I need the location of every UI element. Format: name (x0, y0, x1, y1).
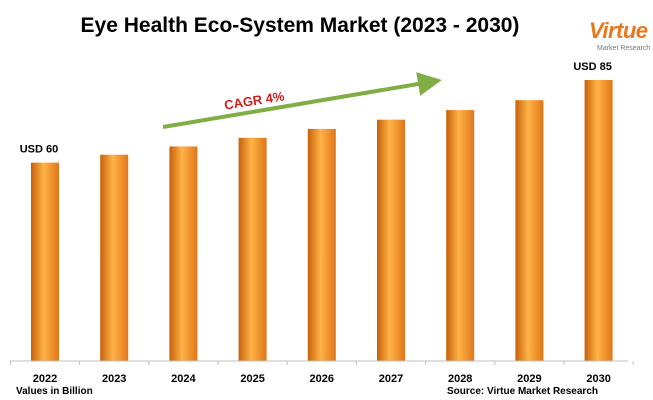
bar-2029 (515, 100, 544, 361)
bar-2024 (169, 146, 198, 361)
units-note: Values in Billion (16, 386, 93, 397)
x-tick-label: 2029 (517, 373, 541, 385)
logo-subtext: Market Research (597, 45, 651, 52)
bar-2027 (377, 119, 405, 361)
x-tick-label: 2024 (171, 373, 196, 385)
data-label: USD 60 (20, 144, 59, 156)
x-tick-label: 2027 (379, 373, 403, 385)
bar-2028 (446, 110, 475, 361)
source-note: Source: Virtue Market Research (447, 386, 598, 397)
x-tick-label: 2030 (586, 373, 610, 385)
x-tick-label: 2023 (102, 373, 126, 385)
cagr-arrow (162, 72, 442, 129)
bar-2026 (307, 128, 336, 361)
x-tick-label: 2028 (448, 373, 472, 385)
bar-2030 (584, 80, 613, 361)
bar-2022 (31, 162, 59, 361)
logo-text: Virtue (589, 18, 648, 43)
data-label: USD 85 (573, 61, 612, 73)
bar-2025 (238, 137, 267, 361)
x-tick-label: 2025 (240, 373, 264, 385)
virtue-logo: Virtue Market Research (583, 8, 651, 56)
bar-2023 (100, 154, 129, 361)
x-tick-label: 2026 (310, 373, 334, 385)
x-tick-label: 2022 (33, 373, 57, 385)
chart-title: Eye Health Eco-System Market (2023 - 203… (80, 14, 520, 37)
